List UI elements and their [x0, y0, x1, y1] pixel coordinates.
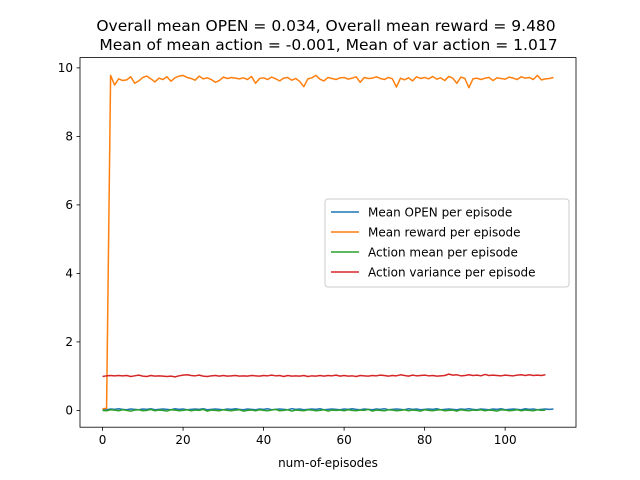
- x-tick-label-1: 20: [175, 433, 190, 447]
- chart-title-line-2: Mean of mean action = -0.001, Mean of va…: [94, 36, 557, 54]
- plot-frame: [79, 57, 577, 428]
- series-layer: [102, 74, 554, 412]
- series-line-3: [102, 373, 546, 378]
- x-tick-label-0: 0: [99, 433, 107, 447]
- y-tick-label-4: 8: [65, 130, 73, 144]
- x-tick-label-5: 100: [494, 433, 517, 447]
- x-tick-label-2: 40: [256, 433, 271, 447]
- x-tick-label-3: 60: [336, 433, 351, 447]
- chart-title-line-1: Overall mean OPEN = 0.034, Overall mean …: [96, 17, 555, 35]
- legend-label-0: Mean OPEN per episode: [368, 205, 512, 219]
- series-line-2: [102, 408, 546, 412]
- y-tick-label-5: 10: [58, 61, 73, 75]
- series-line-1: [102, 74, 554, 410]
- legend-box: [324, 198, 570, 288]
- y-tick-label-2: 4: [65, 267, 73, 281]
- legend: Mean OPEN per episode Mean reward per epi…: [324, 198, 570, 288]
- x-axis-label: num-of-episodes: [278, 456, 378, 470]
- axes-layer: 0 20 40 60 80 100 0 2 4 6 8 10: [58, 61, 517, 447]
- legend-label-2: Action mean per episode: [368, 245, 518, 259]
- y-tick-label-1: 2: [65, 335, 73, 349]
- legend-items: Mean OPEN per episode Mean reward per epi…: [331, 205, 536, 279]
- x-tick-label-4: 80: [417, 433, 432, 447]
- legend-label-3: Action variance per episode: [368, 265, 536, 279]
- legend-label-1: Mean reward per episode: [368, 225, 521, 239]
- y-tick-label-0: 0: [65, 404, 73, 418]
- y-tick-label-3: 6: [65, 198, 73, 212]
